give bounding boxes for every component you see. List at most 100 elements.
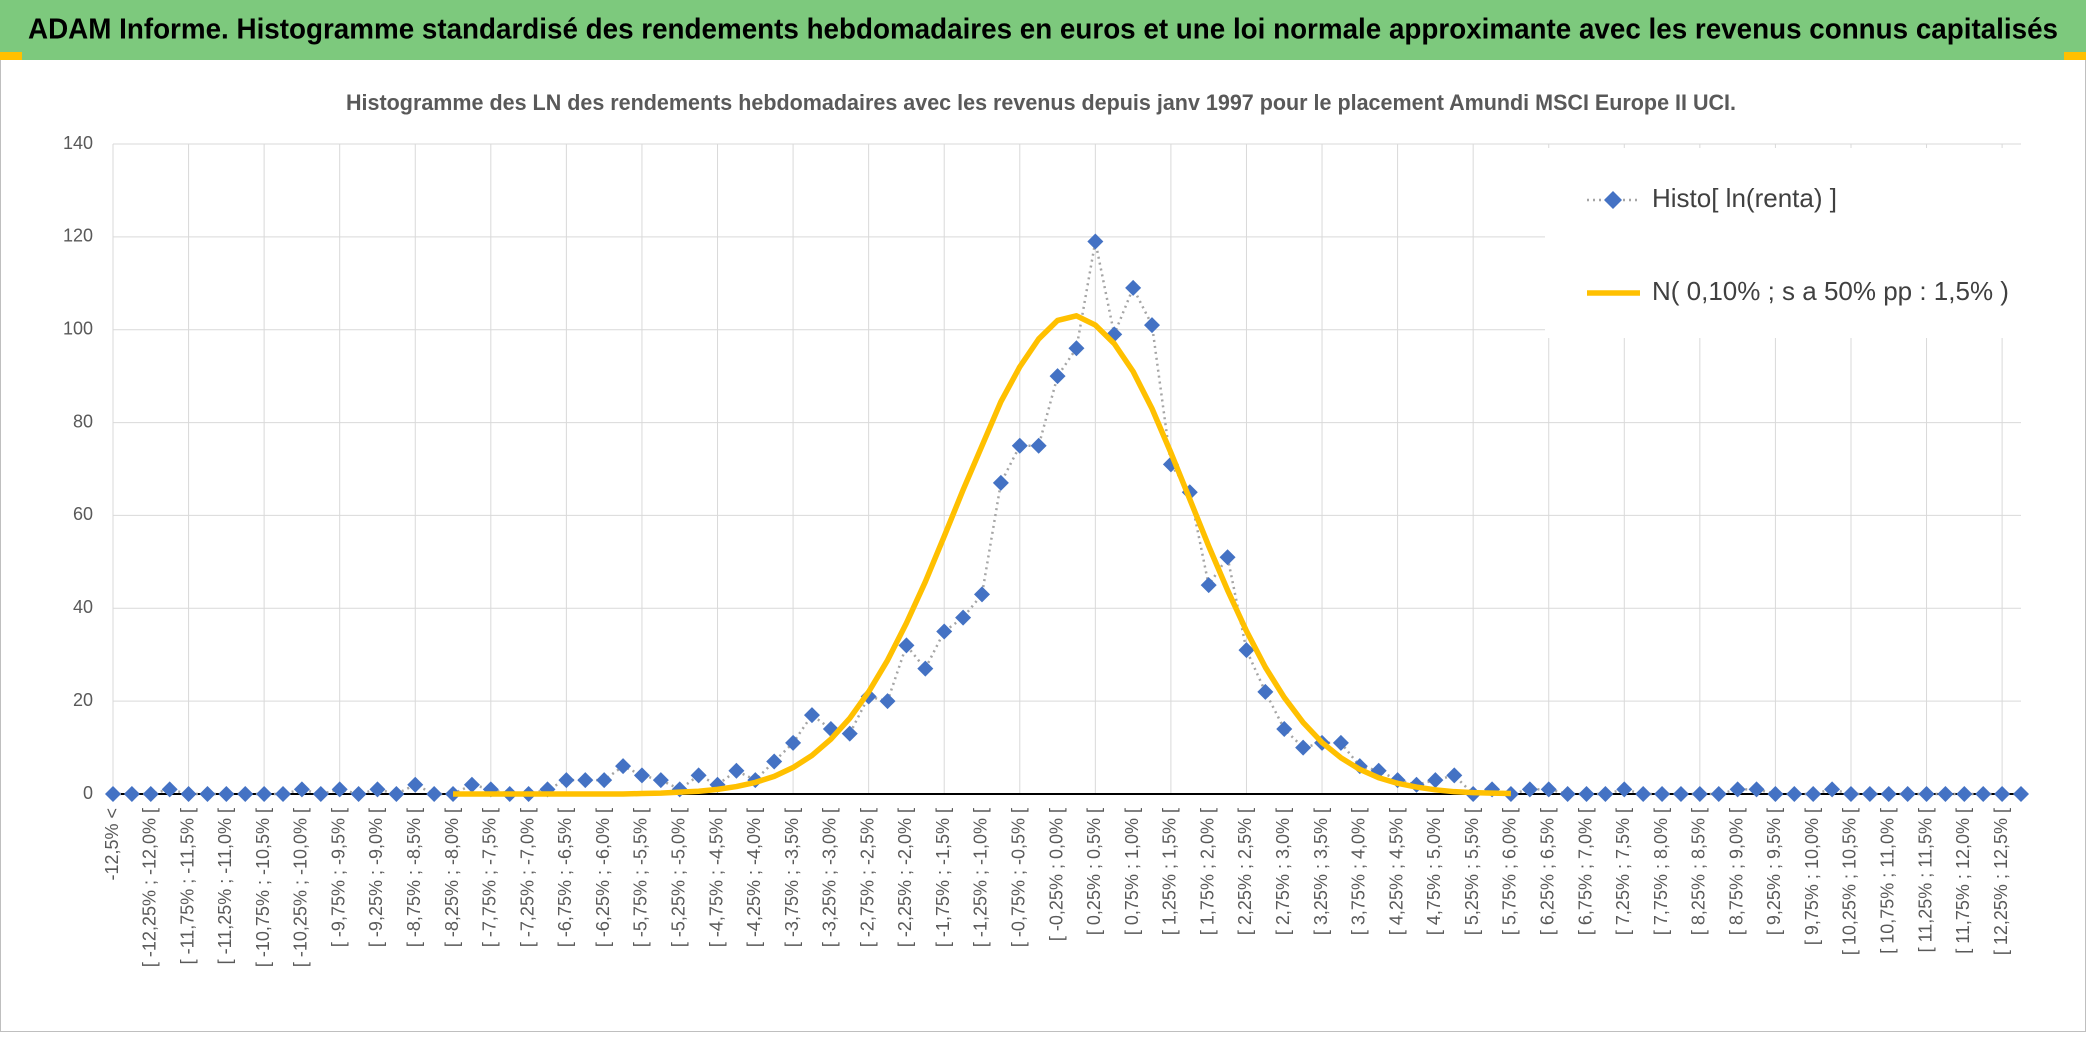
x-tick-label: [ 1,25% ; 1,5% [ bbox=[1160, 808, 1180, 935]
y-tick-label: 40 bbox=[73, 597, 93, 617]
data-point bbox=[803, 707, 820, 724]
x-tick-label: [ -3,25% ; -3,0% [ bbox=[820, 808, 840, 947]
data-point bbox=[1011, 437, 1028, 454]
data-point bbox=[105, 786, 121, 802]
data-point bbox=[1918, 786, 1935, 802]
data-point bbox=[142, 786, 159, 802]
data-point bbox=[898, 637, 915, 654]
data-point bbox=[973, 586, 990, 603]
x-tick-label: [ 0,25% ; 0,5% [ bbox=[1084, 808, 1104, 935]
x-tick-label: [ -0,75% ; -0,5% [ bbox=[1009, 808, 1029, 947]
x-tick-label: [ 7,75% ; 8,0% [ bbox=[1651, 808, 1671, 935]
data-point bbox=[1257, 683, 1274, 700]
data-point bbox=[1824, 781, 1841, 798]
data-point bbox=[1540, 781, 1557, 798]
x-tick-label: [ -4,25% ; -4,0% [ bbox=[744, 808, 764, 947]
y-tick-label: 60 bbox=[73, 504, 93, 524]
chart-title: Histogramme des LN des rendements hebdom… bbox=[346, 90, 1736, 115]
x-tick-label: [ 6,75% ; 7,0% [ bbox=[1575, 808, 1595, 935]
data-point bbox=[426, 786, 443, 802]
data-point bbox=[1994, 786, 2011, 802]
data-point bbox=[1049, 368, 1066, 385]
x-tick-label: [ -9,25% ; -9,0% [ bbox=[366, 808, 386, 947]
data-point bbox=[992, 474, 1009, 491]
x-tick-label: [ -8,75% ; -8,5% [ bbox=[404, 808, 424, 947]
x-tick-label: [ -5,25% ; -5,0% [ bbox=[668, 808, 688, 947]
data-point bbox=[180, 786, 197, 802]
data-point bbox=[1654, 786, 1671, 802]
data-point bbox=[1937, 786, 1954, 802]
data-point bbox=[1559, 786, 1576, 802]
legend-label: Histo[ ln(renta) ] bbox=[1652, 183, 1837, 213]
x-tick-label: [ 11,25% ; 11,5% [ bbox=[1915, 808, 1935, 952]
x-tick-label: [ -1,25% ; -1,0% [ bbox=[971, 808, 991, 947]
data-point bbox=[633, 767, 650, 784]
data-point bbox=[1880, 786, 1897, 802]
data-point bbox=[123, 786, 140, 802]
x-tick-label: [ 7,25% ; 7,5% [ bbox=[1613, 808, 1633, 935]
data-point bbox=[293, 781, 310, 798]
data-point bbox=[312, 786, 329, 802]
data-point bbox=[350, 786, 367, 802]
x-tick-label: [ 4,75% ; 5,0% [ bbox=[1424, 808, 1444, 935]
data-point bbox=[728, 762, 745, 779]
data-point bbox=[1597, 786, 1614, 802]
data-point bbox=[955, 609, 972, 626]
x-tick-label: [ 3,25% ; 3,5% [ bbox=[1311, 808, 1331, 935]
x-tick-label: [ -7,75% ; -7,5% [ bbox=[480, 808, 500, 947]
data-point bbox=[1899, 786, 1916, 802]
data-point bbox=[936, 623, 953, 640]
data-point bbox=[407, 776, 424, 793]
data-point bbox=[1616, 781, 1633, 798]
data-point bbox=[766, 753, 783, 770]
data-point bbox=[369, 781, 386, 798]
data-point bbox=[1144, 317, 1161, 334]
data-point bbox=[1200, 577, 1217, 594]
data-point bbox=[1861, 786, 1878, 802]
data-point bbox=[1748, 781, 1765, 798]
data-point bbox=[690, 767, 707, 784]
data-point bbox=[596, 772, 613, 789]
data-point bbox=[1295, 739, 1312, 756]
x-tick-label: [ -6,75% ; -6,5% [ bbox=[555, 808, 575, 947]
data-point bbox=[1276, 721, 1293, 737]
data-point bbox=[1786, 786, 1803, 802]
data-point bbox=[1030, 437, 1047, 454]
data-point bbox=[199, 786, 216, 802]
x-tick-label: [ 9,25% ; 9,5% [ bbox=[1764, 808, 1784, 935]
data-point bbox=[218, 786, 235, 802]
x-tick-label: [ -5,75% ; -5,5% [ bbox=[631, 808, 651, 947]
data-point bbox=[1975, 786, 1992, 802]
x-tick-label: [ -9,75% ; -9,5% [ bbox=[328, 808, 348, 947]
y-tick-label: 80 bbox=[73, 411, 93, 431]
data-point bbox=[785, 734, 802, 751]
x-tick-label: -12,5% < bbox=[102, 808, 122, 881]
data-point bbox=[558, 772, 575, 789]
x-tick-label: [ 0,75% ; 1,0% [ bbox=[1122, 808, 1142, 935]
x-tick-label: [ 3,75% ; 4,0% [ bbox=[1349, 808, 1369, 935]
data-point bbox=[2013, 786, 2029, 802]
data-point bbox=[1068, 340, 1085, 357]
data-point bbox=[1767, 786, 1784, 802]
x-tick-label: [ 6,25% ; 6,5% [ bbox=[1537, 808, 1557, 935]
x-tick-label: [ 2,25% ; 2,5% [ bbox=[1235, 808, 1255, 935]
legend-label: N( 0,10% ; s a 50% pp : 1,5% ) bbox=[1652, 276, 2009, 306]
y-tick-label: 0 bbox=[83, 783, 93, 803]
data-point bbox=[577, 772, 594, 789]
x-tick-label: [ -3,75% ; -3,5% [ bbox=[782, 808, 802, 947]
data-point bbox=[1219, 549, 1236, 566]
data-point bbox=[1427, 772, 1444, 789]
curve-line bbox=[453, 313, 1512, 797]
x-tick-label: [ -11,75% ; -11,5% [ bbox=[177, 808, 197, 964]
data-point bbox=[388, 786, 405, 802]
x-tick-label: [ 8,25% ; 8,5% [ bbox=[1689, 808, 1709, 935]
x-tick-label: [ -1,75% ; -1,5% [ bbox=[933, 808, 953, 947]
data-point bbox=[1842, 786, 1859, 802]
banner-title: ADAM Informe. Histogramme standardisé de… bbox=[28, 14, 2058, 46]
data-point bbox=[463, 776, 480, 793]
data-point bbox=[1729, 781, 1746, 798]
data-point bbox=[1710, 786, 1727, 802]
x-tick-label: [ -0,25% ; 0,0% [ bbox=[1046, 808, 1066, 941]
corner-mark bbox=[0, 52, 22, 60]
y-tick-label: 120 bbox=[63, 226, 93, 246]
